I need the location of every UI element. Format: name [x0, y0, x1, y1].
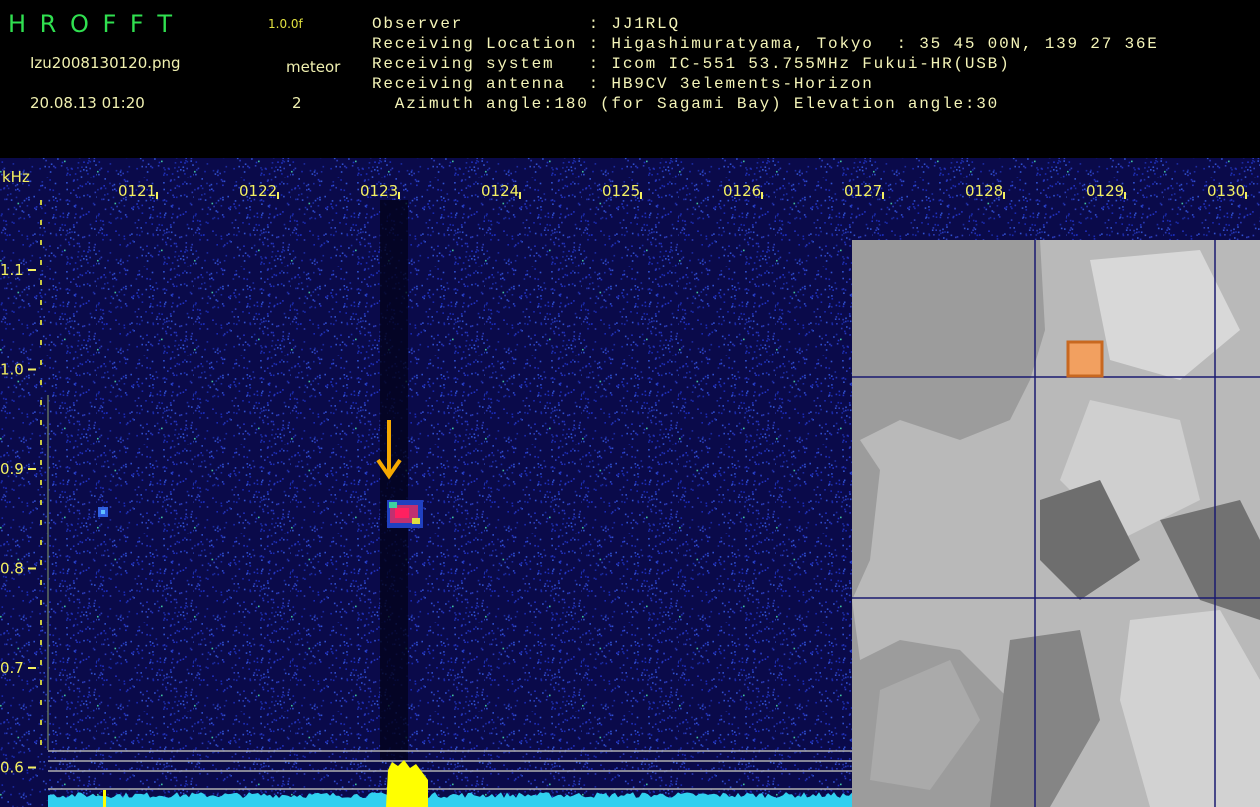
minor-tick — [40, 600, 42, 605]
minor-tick — [40, 380, 42, 385]
time-tick — [398, 192, 400, 199]
time-label: 0130 — [1207, 182, 1245, 200]
freq-unit: kHz — [2, 168, 30, 186]
time-label: 0128 — [965, 182, 1003, 200]
dark-column — [380, 200, 408, 760]
minor-tick — [40, 360, 42, 365]
freq-tick — [28, 468, 36, 470]
time-label: 0126 — [723, 182, 761, 200]
small-peak — [103, 790, 106, 807]
minor-tick — [40, 700, 42, 705]
time-tick — [1245, 192, 1247, 199]
time-label: 0123 — [360, 182, 398, 200]
minor-tick — [40, 740, 42, 745]
minor-tick — [40, 200, 42, 205]
time-tick — [519, 192, 521, 199]
minor-tick — [40, 320, 42, 325]
info-line: Receiving antenna : HB9CV 3elements-Hori… — [372, 75, 874, 93]
info-line: Azimuth angle:180 (for Sagami Bay) Eleva… — [372, 95, 999, 113]
minor-tick — [40, 620, 42, 625]
minor-tick — [40, 300, 42, 305]
info-line: Receiving system : Icom IC-551 53.755MHz… — [372, 55, 1011, 73]
freq-tick — [28, 368, 36, 371]
freq-tick — [28, 766, 36, 769]
mode: meteor — [286, 58, 341, 76]
minor-tick — [40, 480, 42, 485]
freq-tick — [28, 269, 36, 271]
freq-label: 0.6 — [0, 759, 24, 777]
minor-tick — [40, 420, 42, 425]
freq-label: 1.1 — [0, 261, 24, 279]
count: 2 — [292, 94, 302, 112]
minor-tick — [40, 540, 42, 545]
freq-label: 0.8 — [0, 560, 24, 578]
minor-tick — [40, 240, 42, 245]
baseline-lines — [48, 750, 852, 790]
freq-tick — [28, 567, 36, 570]
minor-tick — [40, 280, 42, 285]
info-line: Observer : JJ1RLQ — [372, 15, 680, 33]
time-label: 0127 — [844, 182, 882, 200]
time-tick — [156, 192, 158, 199]
meteor-echo — [387, 500, 423, 528]
minor-tick — [40, 720, 42, 725]
freq-tick — [28, 667, 36, 669]
station-info: Observer : JJ1RLQ Receiving Location : Hi… — [372, 15, 1159, 113]
time-tick — [1003, 192, 1005, 199]
minor-tick — [40, 460, 42, 465]
power-trace — [48, 792, 852, 807]
minor-tick — [40, 660, 42, 665]
minor-tick — [40, 260, 42, 265]
power-peak — [386, 760, 428, 807]
minor-tick — [40, 520, 42, 525]
app-version: 1.0.0f — [268, 17, 304, 31]
time-label: 0124 — [481, 182, 519, 200]
minor-tick — [40, 640, 42, 645]
minor-tick — [40, 680, 42, 685]
freq-label: 0.7 — [0, 659, 24, 677]
app-name: H R O F F T — [8, 10, 175, 38]
time-tick — [1124, 192, 1126, 199]
minor-tick — [40, 340, 42, 345]
time-label: 0121 — [118, 182, 156, 200]
date-time: 20.08.13 01:20 — [30, 94, 145, 112]
header-band — [0, 0, 1260, 158]
map-inset — [852, 240, 1260, 807]
time-label: 0122 — [239, 182, 277, 200]
minor-tick — [40, 580, 42, 585]
time-tick — [761, 192, 763, 199]
time-tick — [882, 192, 884, 199]
file-name: Izu2008130120.png — [30, 54, 181, 72]
axes: 0121 0122 0123 0124 0125 0126 0127 0128 0129 0130… — [0, 168, 1247, 777]
freq-label: 0.9 — [0, 460, 24, 478]
small-echo — [98, 507, 108, 517]
freq-label: 1.0 — [0, 361, 24, 379]
minor-tick — [40, 560, 42, 565]
minor-tick — [40, 220, 42, 225]
time-label: 0125 — [602, 182, 640, 200]
info-line: Receiving Location : Higashimuratyama, T… — [372, 35, 1159, 53]
minor-tick — [40, 400, 42, 405]
minor-tick — [40, 500, 42, 505]
minor-tick — [40, 440, 42, 445]
time-tick — [640, 192, 642, 199]
time-tick — [277, 192, 279, 199]
arrow — [376, 420, 402, 480]
time-label: 0129 — [1086, 182, 1124, 200]
